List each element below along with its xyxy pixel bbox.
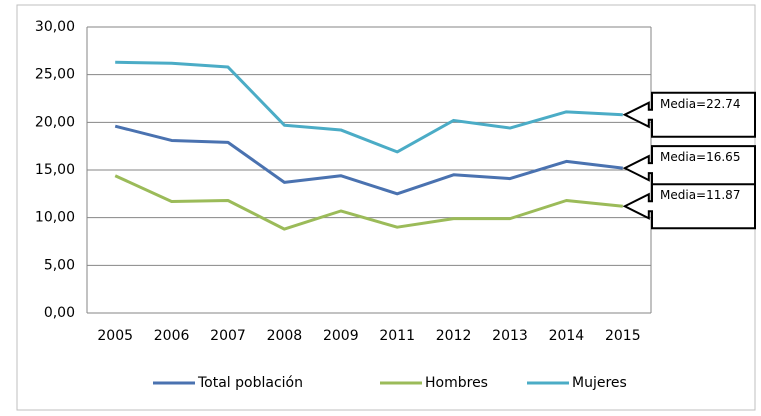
x-tick-label: 2012 <box>436 328 472 344</box>
callout-box: Media=22.74 <box>660 96 741 111</box>
x-tick-label: 2005 <box>97 328 133 344</box>
x-tick-label: 2013 <box>492 328 528 344</box>
callout-text: Media=11.87 <box>660 188 741 203</box>
y-tick-label: 30,00 <box>35 19 75 35</box>
legend-label: Mujeres <box>572 375 627 391</box>
x-tick-label: 2007 <box>210 328 246 344</box>
legend-label: Total población <box>197 375 303 391</box>
callout-text: Media=22.74 <box>660 96 741 111</box>
series-line <box>114 174 623 231</box>
x-tick-label: 2008 <box>267 328 303 344</box>
x-tick-label: 2014 <box>549 328 585 344</box>
x-tick-label: 2011 <box>379 328 415 344</box>
callout-shape <box>622 145 756 192</box>
y-tick-label: 10,00 <box>35 210 75 226</box>
series-line <box>114 124 623 196</box>
y-tick-label: 0,00 <box>44 305 75 321</box>
series-line <box>115 60 623 154</box>
y-tick-label: 5,00 <box>44 257 75 273</box>
callout-box: Media=11.87 <box>660 188 741 203</box>
callout-shape <box>622 91 756 138</box>
callout-text: Media=16.65 <box>660 150 741 165</box>
x-tick-label: 2009 <box>323 328 359 344</box>
y-tick-label: 20,00 <box>35 114 75 130</box>
legend-label: Hombres <box>425 375 488 391</box>
y-tick-label: 15,00 <box>35 162 75 178</box>
y-tick-label: 25,00 <box>35 67 75 83</box>
x-tick-label: 2015 <box>605 328 641 344</box>
x-tick-label: 2006 <box>154 328 190 344</box>
callout-box: Media=16.65 <box>660 150 741 165</box>
callout-shape <box>622 183 756 230</box>
